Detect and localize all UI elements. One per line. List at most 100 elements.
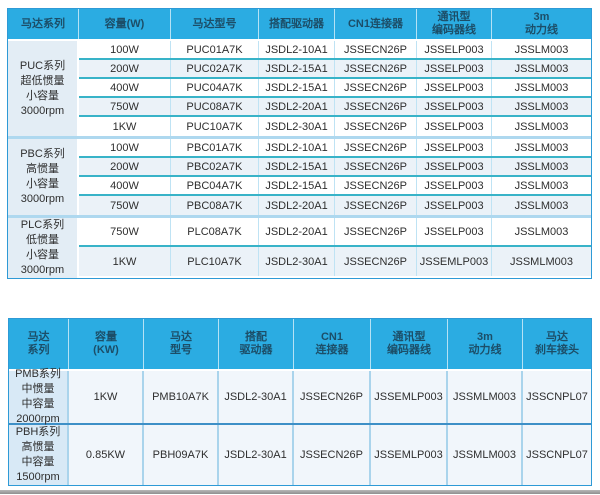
table-cell: 400W bbox=[79, 79, 171, 96]
table-cell: JSSECN26P bbox=[335, 177, 417, 194]
table-cell: JSSEMLP003 bbox=[371, 371, 448, 423]
table-cell: JSDL2-30A1 bbox=[259, 117, 335, 136]
table1-header-cell: 容量(W) bbox=[79, 9, 171, 39]
series-cell: PLC系列 低惯量 小容量 3000rpm bbox=[8, 218, 79, 278]
table-cell: PBC04A7K bbox=[171, 177, 259, 194]
table2-header-cell: 马达 刹车接头 bbox=[535, 331, 579, 356]
table-cell: JSSELP003 bbox=[417, 196, 492, 215]
table-cell: PBC01A7K bbox=[171, 139, 259, 156]
table1-header-cell: 搭配驱动器 bbox=[259, 9, 335, 39]
table-cell: JSDL2-20A1 bbox=[259, 98, 335, 115]
table-cell: JSDL2-15A1 bbox=[259, 158, 335, 175]
table-cell: JSDL2-30A1 bbox=[219, 371, 294, 423]
table-cell: 100W bbox=[79, 139, 171, 156]
motor-spec-table-watt: 马达系列 容量(W) 马达型号 搭配驱动器 CN1连接器 通讯型 编码器线 3m 动力线 P… bbox=[7, 8, 592, 279]
table-cell: JSSLM003 bbox=[514, 81, 569, 94]
table2-header-cell: 通讯型 编码器线 bbox=[371, 319, 448, 369]
table-row: 750W PBC08A7K JSDL2-20A1 JSSECN26P JSSELP003… bbox=[79, 196, 591, 215]
table-cell: PBH09A7K bbox=[144, 425, 219, 485]
table-cell: JSSECN26P bbox=[335, 196, 417, 215]
series-cell: PMB系列 中惯量 中容量 2000rpm bbox=[9, 368, 69, 425]
table-cell: JSSMLM003 bbox=[510, 255, 573, 268]
table-cell: JSSECN26P bbox=[335, 41, 417, 58]
table-row: 400W PBC04A7K JSDL2-15A1 JSSECN26P JSSELP003… bbox=[79, 177, 591, 196]
series-cell: PUC系列 超低惯量 小容量 3000rpm bbox=[8, 41, 79, 136]
table2-body: PMB系列 中惯量 中容量 2000rpm 1KW PMB10A7K JSDL2-30… bbox=[9, 368, 591, 485]
table1-section: PUC系列 超低惯量 小容量 3000rpm 100W PUC01A7K JSDL2-… bbox=[8, 41, 591, 136]
table-cell: JSSLM003 bbox=[514, 100, 569, 113]
table-cell: JSSEMLP003 bbox=[371, 425, 448, 485]
table-row: 100W PBC01A7K JSDL2-10A1 JSSECN26P JSSELP003… bbox=[79, 139, 591, 158]
table-cell: JSSLM003 bbox=[514, 179, 569, 192]
table-cell: JSDL2-10A1 bbox=[259, 139, 335, 156]
table-cell: 750W bbox=[79, 98, 171, 115]
series-cell: PBC系列 高惯量 小容量 3000rpm bbox=[8, 139, 79, 215]
table-cell: PUC10A7K bbox=[171, 117, 259, 136]
table1-header-cell: 马达型号 bbox=[171, 9, 259, 39]
table-cell: JSSELP003 bbox=[417, 79, 492, 96]
table2-header-cell: 马达 系列 bbox=[9, 319, 69, 369]
table-cell: 1KW bbox=[79, 247, 171, 276]
table-cell: PUC08A7K bbox=[171, 98, 259, 115]
table-cell: JSDL2-15A1 bbox=[259, 177, 335, 194]
bottom-divider-bar bbox=[0, 490, 600, 494]
table-row: 750W PLC08A7K JSDL2-20A1 JSSECN26P JSSELP003… bbox=[79, 218, 591, 247]
table-cell: JSDL2-20A1 bbox=[259, 218, 335, 245]
table-row: PMB系列 中惯量 中容量 2000rpm 1KW PMB10A7K JSDL2-30… bbox=[9, 368, 591, 425]
table-cell: JSSLM003 bbox=[514, 43, 569, 56]
table-cell: JSSECN26P bbox=[335, 98, 417, 115]
table2-header-cell: 3m 动力线 bbox=[448, 319, 523, 369]
table-cell: PLC08A7K bbox=[171, 218, 259, 245]
table-row: 200W PBC02A7K JSDL2-15A1 JSSECN26P JSSELP003… bbox=[79, 158, 591, 177]
section-rows: 100W PUC01A7K JSDL2-10A1 JSSECN26P JSSELP003… bbox=[79, 41, 591, 136]
table-cell: 400W bbox=[79, 177, 171, 194]
table-cell: JSSELP003 bbox=[417, 177, 492, 194]
table-cell: JSDL2-20A1 bbox=[259, 196, 335, 215]
table-cell: JSSECN26P bbox=[335, 139, 417, 156]
table-row: PBH系列 高惯量 中容量 1500rpm 0.85KW PBH09A7K JSDL2… bbox=[9, 423, 591, 485]
table-cell: JSSELP003 bbox=[417, 98, 492, 115]
table1-header-cell: CN1连接器 bbox=[335, 9, 417, 39]
table2-header-cell: 马达 型号 bbox=[144, 319, 219, 369]
table-cell: JSSLM003 bbox=[514, 160, 569, 173]
table-cell: PBC08A7K bbox=[171, 196, 259, 215]
table1-header-cell: 通讯型 编码器线 bbox=[417, 9, 492, 39]
table-row: 200W PUC02A7K JSDL2-15A1 JSSECN26P JSSELP003… bbox=[79, 60, 591, 79]
table1-section: PBC系列 高惯量 小容量 3000rpm 100W PBC01A7K JSDL2-1… bbox=[8, 136, 591, 215]
table-cell: 750W bbox=[79, 218, 171, 245]
section-rows: 100W PBC01A7K JSDL2-10A1 JSSECN26P JSSELP003… bbox=[79, 139, 591, 215]
table-cell: PBC02A7K bbox=[171, 158, 259, 175]
table1-section: PLC系列 低惯量 小容量 3000rpm 750W PLC08A7K JSDL2-2… bbox=[8, 215, 591, 278]
table1-body: PUC系列 超低惯量 小容量 3000rpm 100W PUC01A7K JSDL2-… bbox=[8, 39, 591, 278]
motor-spec-table-kw: 马达 系列 容量 (KW) 马达 型号 搭配 驱动器 CN1 连接器 通讯型 编码器线 3m… bbox=[8, 318, 592, 486]
table-cell: JSSELP003 bbox=[417, 117, 492, 136]
table-cell: JSSECN26P bbox=[335, 158, 417, 175]
table-cell: JSSLM003 bbox=[514, 225, 569, 238]
table-cell: JSSELP003 bbox=[417, 41, 492, 58]
table-cell: PUC02A7K bbox=[171, 60, 259, 77]
table-cell: 200W bbox=[79, 158, 171, 175]
table-cell: JSSECN26P bbox=[335, 218, 417, 245]
table1-header-cell: 3m 动力线 bbox=[525, 11, 558, 36]
table-cell: JSSCNPL07 bbox=[526, 391, 588, 403]
table-cell: JSSLM003 bbox=[514, 141, 569, 154]
table-cell: 200W bbox=[79, 60, 171, 77]
table1-header-cell: 马达系列 bbox=[8, 9, 79, 39]
table-cell: JSDL2-15A1 bbox=[259, 60, 335, 77]
table-cell: JSSECN26P bbox=[335, 79, 417, 96]
table-cell: PUC01A7K bbox=[171, 41, 259, 58]
table-cell: JSDL2-30A1 bbox=[259, 247, 335, 276]
table-row: 400W PUC04A7K JSDL2-15A1 JSSECN26P JSSELP003… bbox=[79, 79, 591, 98]
section-rows: 750W PLC08A7K JSDL2-20A1 JSSECN26P JSSELP003… bbox=[79, 218, 591, 278]
table-cell: JSSELP003 bbox=[417, 218, 492, 245]
table-cell: JSSEMLP003 bbox=[417, 247, 492, 276]
table-row: 1KW PUC10A7K JSDL2-30A1 JSSECN26P JSSELP003 J… bbox=[79, 117, 591, 136]
table-cell: JSSECN26P bbox=[335, 117, 417, 136]
table-cell: JSSMLM003 bbox=[448, 425, 523, 485]
table-cell: JSSMLM003 bbox=[448, 371, 523, 423]
table-cell: JSSELP003 bbox=[417, 60, 492, 77]
table-row: 100W PUC01A7K JSDL2-10A1 JSSECN26P JSSELP003… bbox=[79, 41, 591, 60]
table-row: 1KW PLC10A7K JSDL2-30A1 JSSECN26P JSSEMLP003… bbox=[79, 247, 591, 276]
table-cell: 750W bbox=[79, 196, 171, 215]
table-cell: 1KW bbox=[69, 371, 144, 423]
